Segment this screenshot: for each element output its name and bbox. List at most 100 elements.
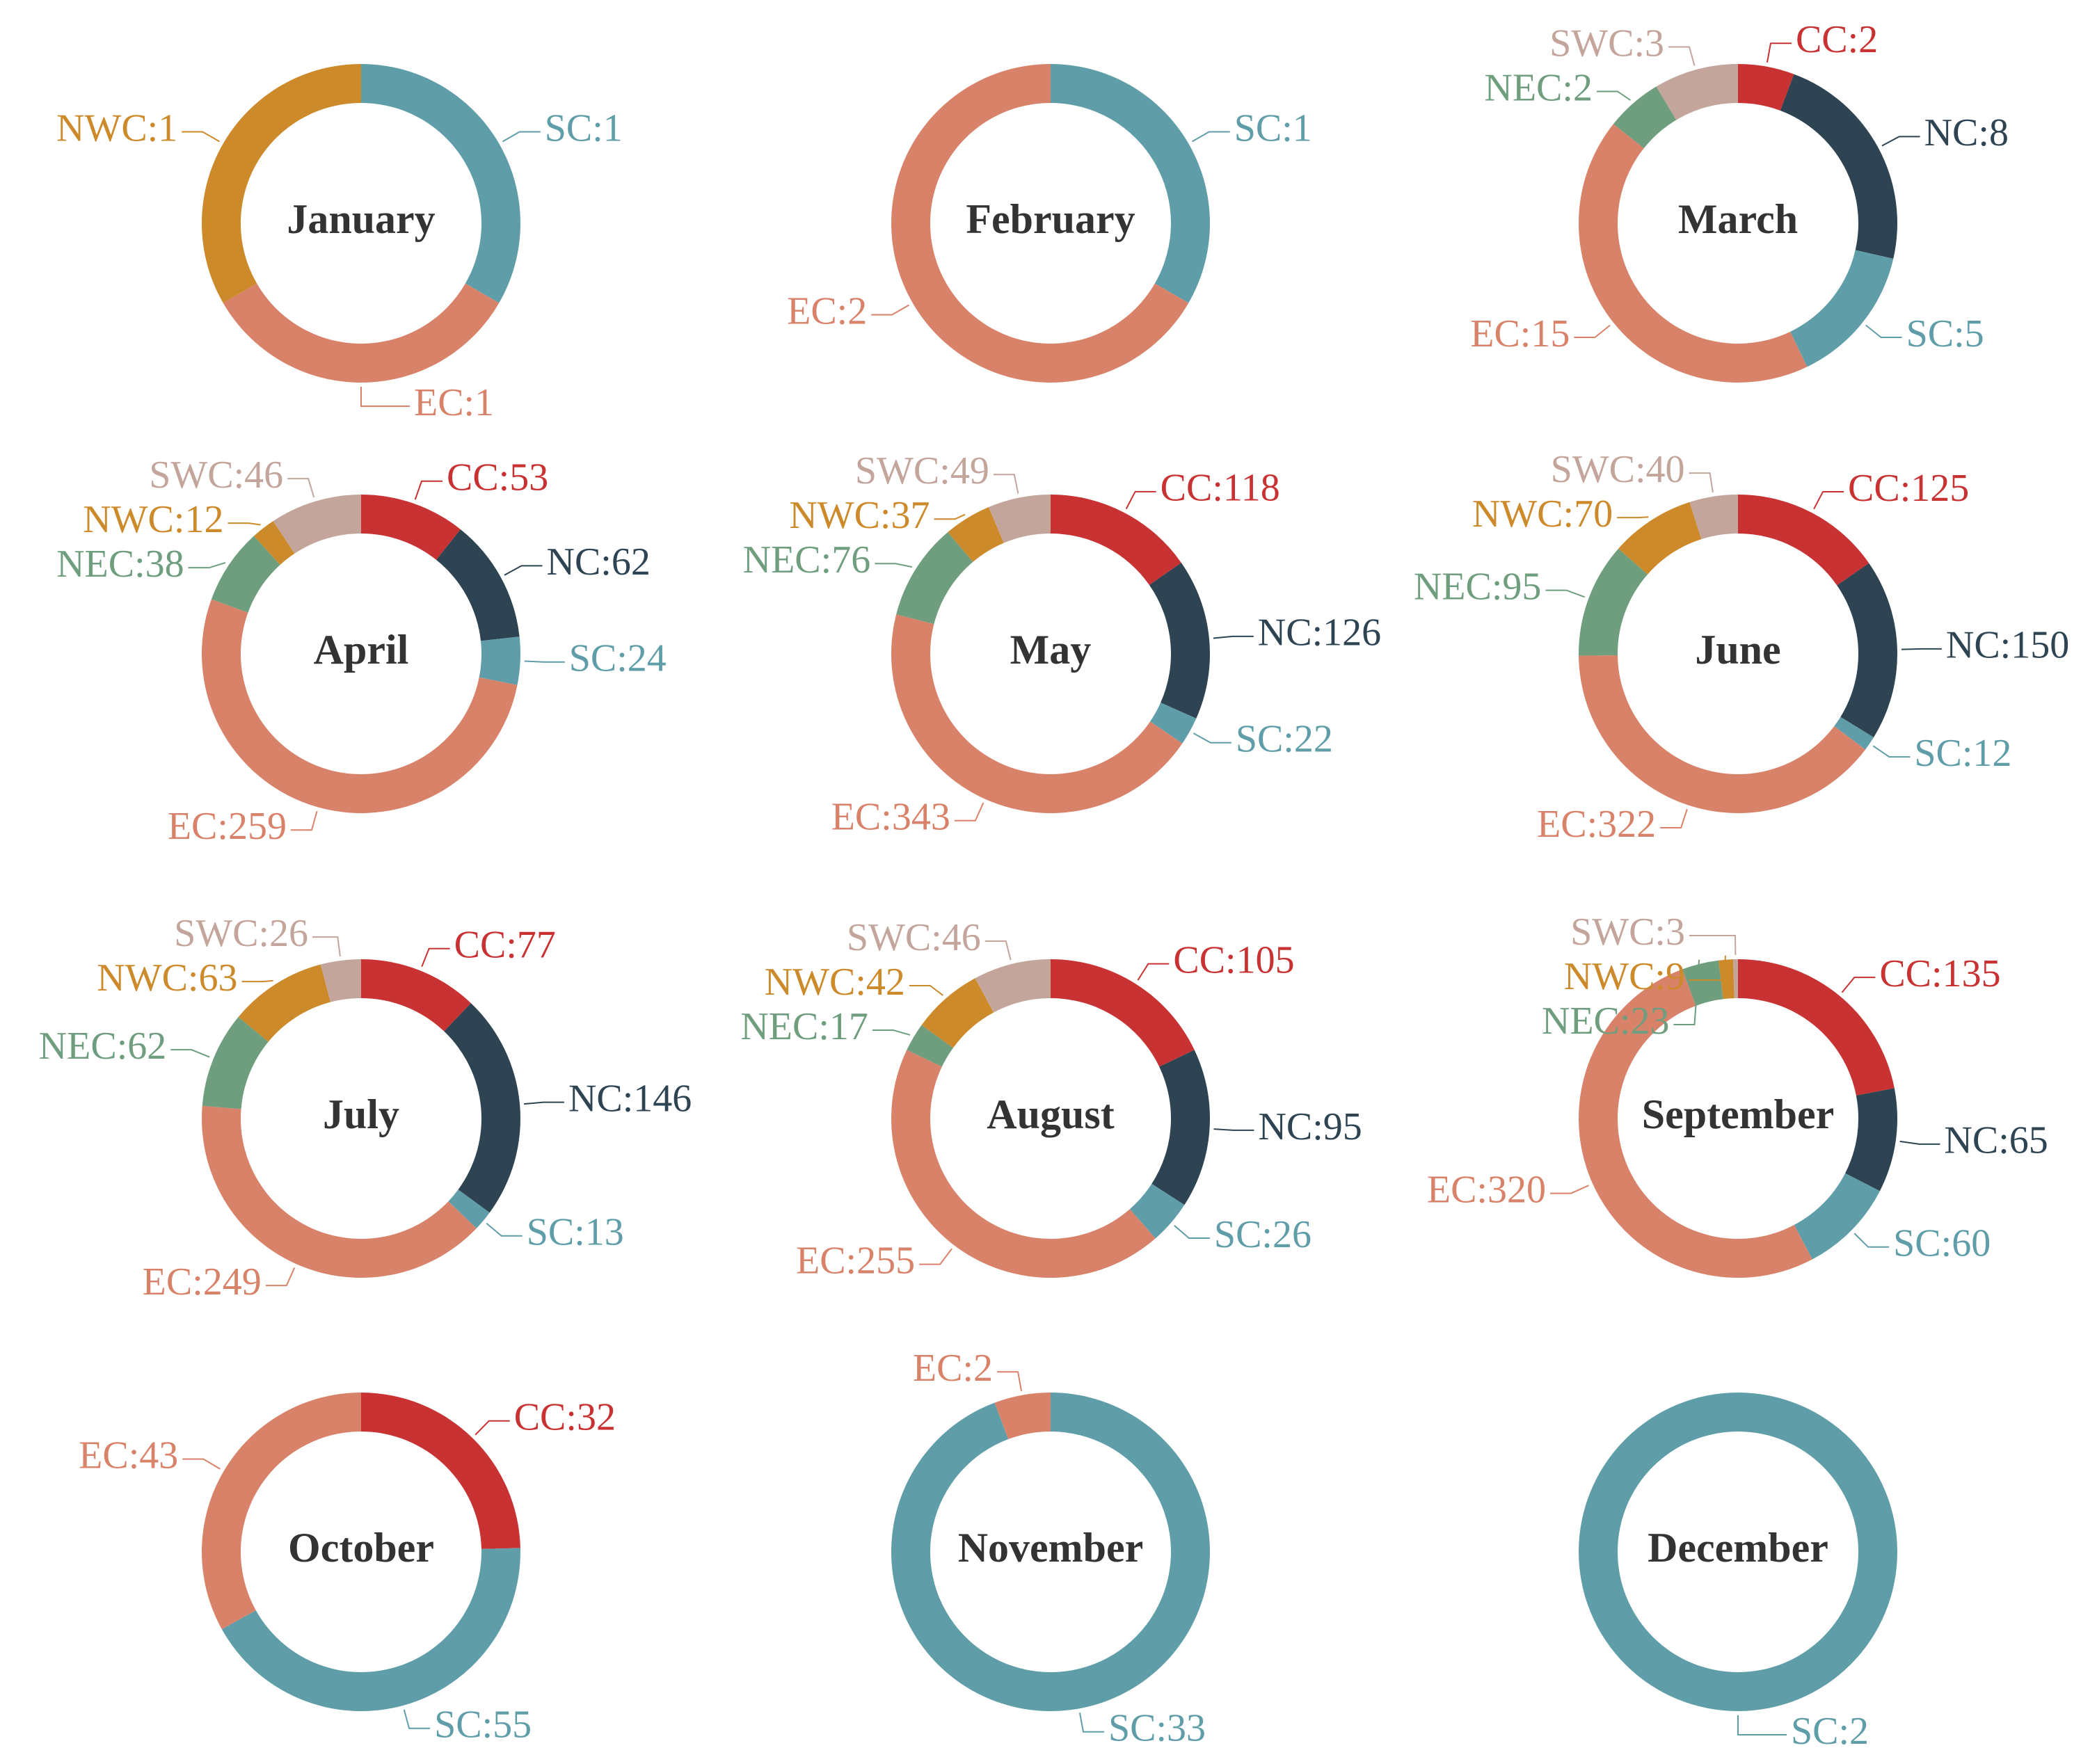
slice-label: CC:53 (447, 456, 548, 499)
slice-label: CC:77 (454, 924, 556, 967)
leader-line (421, 947, 450, 968)
slice-label: EC:43 (79, 1434, 178, 1477)
leader-line (414, 480, 442, 500)
leader-line (1813, 491, 1844, 510)
donut-slice (1689, 495, 1738, 540)
donut-slice (1051, 959, 1195, 1067)
donut-slice (1579, 655, 1866, 813)
donut-slice (361, 1393, 520, 1549)
slice-label: SWC:3 (1549, 22, 1664, 65)
slice-label: NEC:23 (1542, 1000, 1670, 1043)
donut-title: April (314, 627, 409, 673)
donut-slice (948, 507, 1004, 562)
donut-slice (1150, 703, 1197, 744)
leader-line (1689, 955, 1727, 981)
slice-label: EC:1 (414, 381, 494, 424)
donut-slice (202, 1105, 477, 1278)
leader-line (1137, 963, 1170, 981)
slice-label: NEC:76 (743, 538, 871, 582)
donut-slice (202, 599, 518, 813)
slice-label: CC:105 (1173, 938, 1294, 981)
donut-slice (202, 64, 361, 303)
donut-title: October (288, 1525, 434, 1571)
donut-slice (273, 495, 361, 554)
leader-line (1596, 90, 1631, 101)
slice-label: SC:26 (1214, 1213, 1311, 1256)
slice-label: SWC:3 (1570, 911, 1685, 954)
leader-line (1737, 1715, 1787, 1735)
donut-slice (221, 1548, 520, 1711)
leader-line (1899, 1140, 1940, 1145)
leader-line (504, 565, 543, 576)
leader-line (290, 810, 318, 831)
donut-slice (1682, 960, 1723, 1006)
donut-slice (1790, 250, 1894, 367)
leader-line (954, 802, 984, 821)
leader-line (1673, 959, 1700, 1026)
leader-line (919, 1248, 952, 1265)
donut-slice (1149, 562, 1210, 719)
donut-slice (921, 978, 994, 1048)
donut-title: June (1695, 627, 1780, 673)
slice-label: NC:150 (1946, 624, 2069, 667)
leader-line (228, 522, 261, 526)
leader-line (1125, 490, 1156, 510)
leader-line (1766, 42, 1792, 63)
leader-line (1689, 472, 1714, 492)
donut-slice (202, 1016, 269, 1109)
slice-label: NWC:70 (1472, 492, 1613, 536)
donut-title: May (1010, 627, 1092, 673)
slice-label: SC:60 (1893, 1222, 1991, 1265)
donut-slice (211, 536, 280, 613)
donut-slice (361, 64, 520, 303)
slice-label: NEC:38 (56, 543, 184, 586)
leader-line (182, 1458, 221, 1470)
donut-slice (1051, 495, 1181, 586)
slice-label: NEC:62 (39, 1025, 167, 1068)
leader-line (1841, 977, 1876, 993)
leader-line (524, 660, 565, 663)
leader-line (265, 1267, 296, 1287)
leader-line (1881, 136, 1920, 147)
donut-slice (1794, 1173, 1880, 1260)
donut-title: March (1678, 196, 1798, 242)
donut-slice (1051, 64, 1210, 303)
slice-label: SC:5 (1906, 312, 1984, 355)
slice-label: SWC:49 (855, 449, 989, 492)
donut-title: January (287, 196, 435, 242)
donut-slice (1151, 1050, 1211, 1205)
slice-label: NC:62 (547, 540, 651, 584)
slice-label: NWC:42 (765, 961, 905, 1004)
leader-line (486, 1222, 523, 1237)
donut-title: August (987, 1091, 1114, 1137)
leader-line (1078, 1713, 1104, 1733)
donut-slice (479, 636, 521, 685)
donut-slice (1845, 1088, 1897, 1192)
donut-slice (320, 959, 361, 1002)
donut-slice (201, 1392, 361, 1630)
slice-label: EC:2 (787, 289, 867, 332)
donut-title: November (958, 1525, 1144, 1571)
donut-slice (891, 614, 1183, 814)
slice-label: SC:24 (569, 637, 667, 680)
leader-line (1213, 635, 1254, 639)
donut-slice (361, 495, 461, 560)
donut-slice (444, 1003, 520, 1213)
donut-slice (988, 495, 1051, 543)
donut-slice (223, 283, 500, 383)
donut-slice (1780, 74, 1897, 259)
donut-slice (1738, 495, 1869, 586)
leader-line (170, 1049, 210, 1058)
slice-label: NWC:37 (789, 494, 930, 537)
donut-slice (1738, 64, 1794, 111)
leader-line (984, 940, 1012, 961)
donut-slice (448, 1189, 490, 1228)
leader-line (934, 513, 966, 520)
donut-title: December (1648, 1525, 1828, 1571)
donut-slice (1129, 1183, 1185, 1239)
leader-line (1853, 1233, 1890, 1248)
leader-line (403, 1709, 431, 1729)
leader-line (909, 984, 943, 996)
leader-line (1213, 1128, 1254, 1131)
slice-label: SC:13 (527, 1211, 624, 1254)
